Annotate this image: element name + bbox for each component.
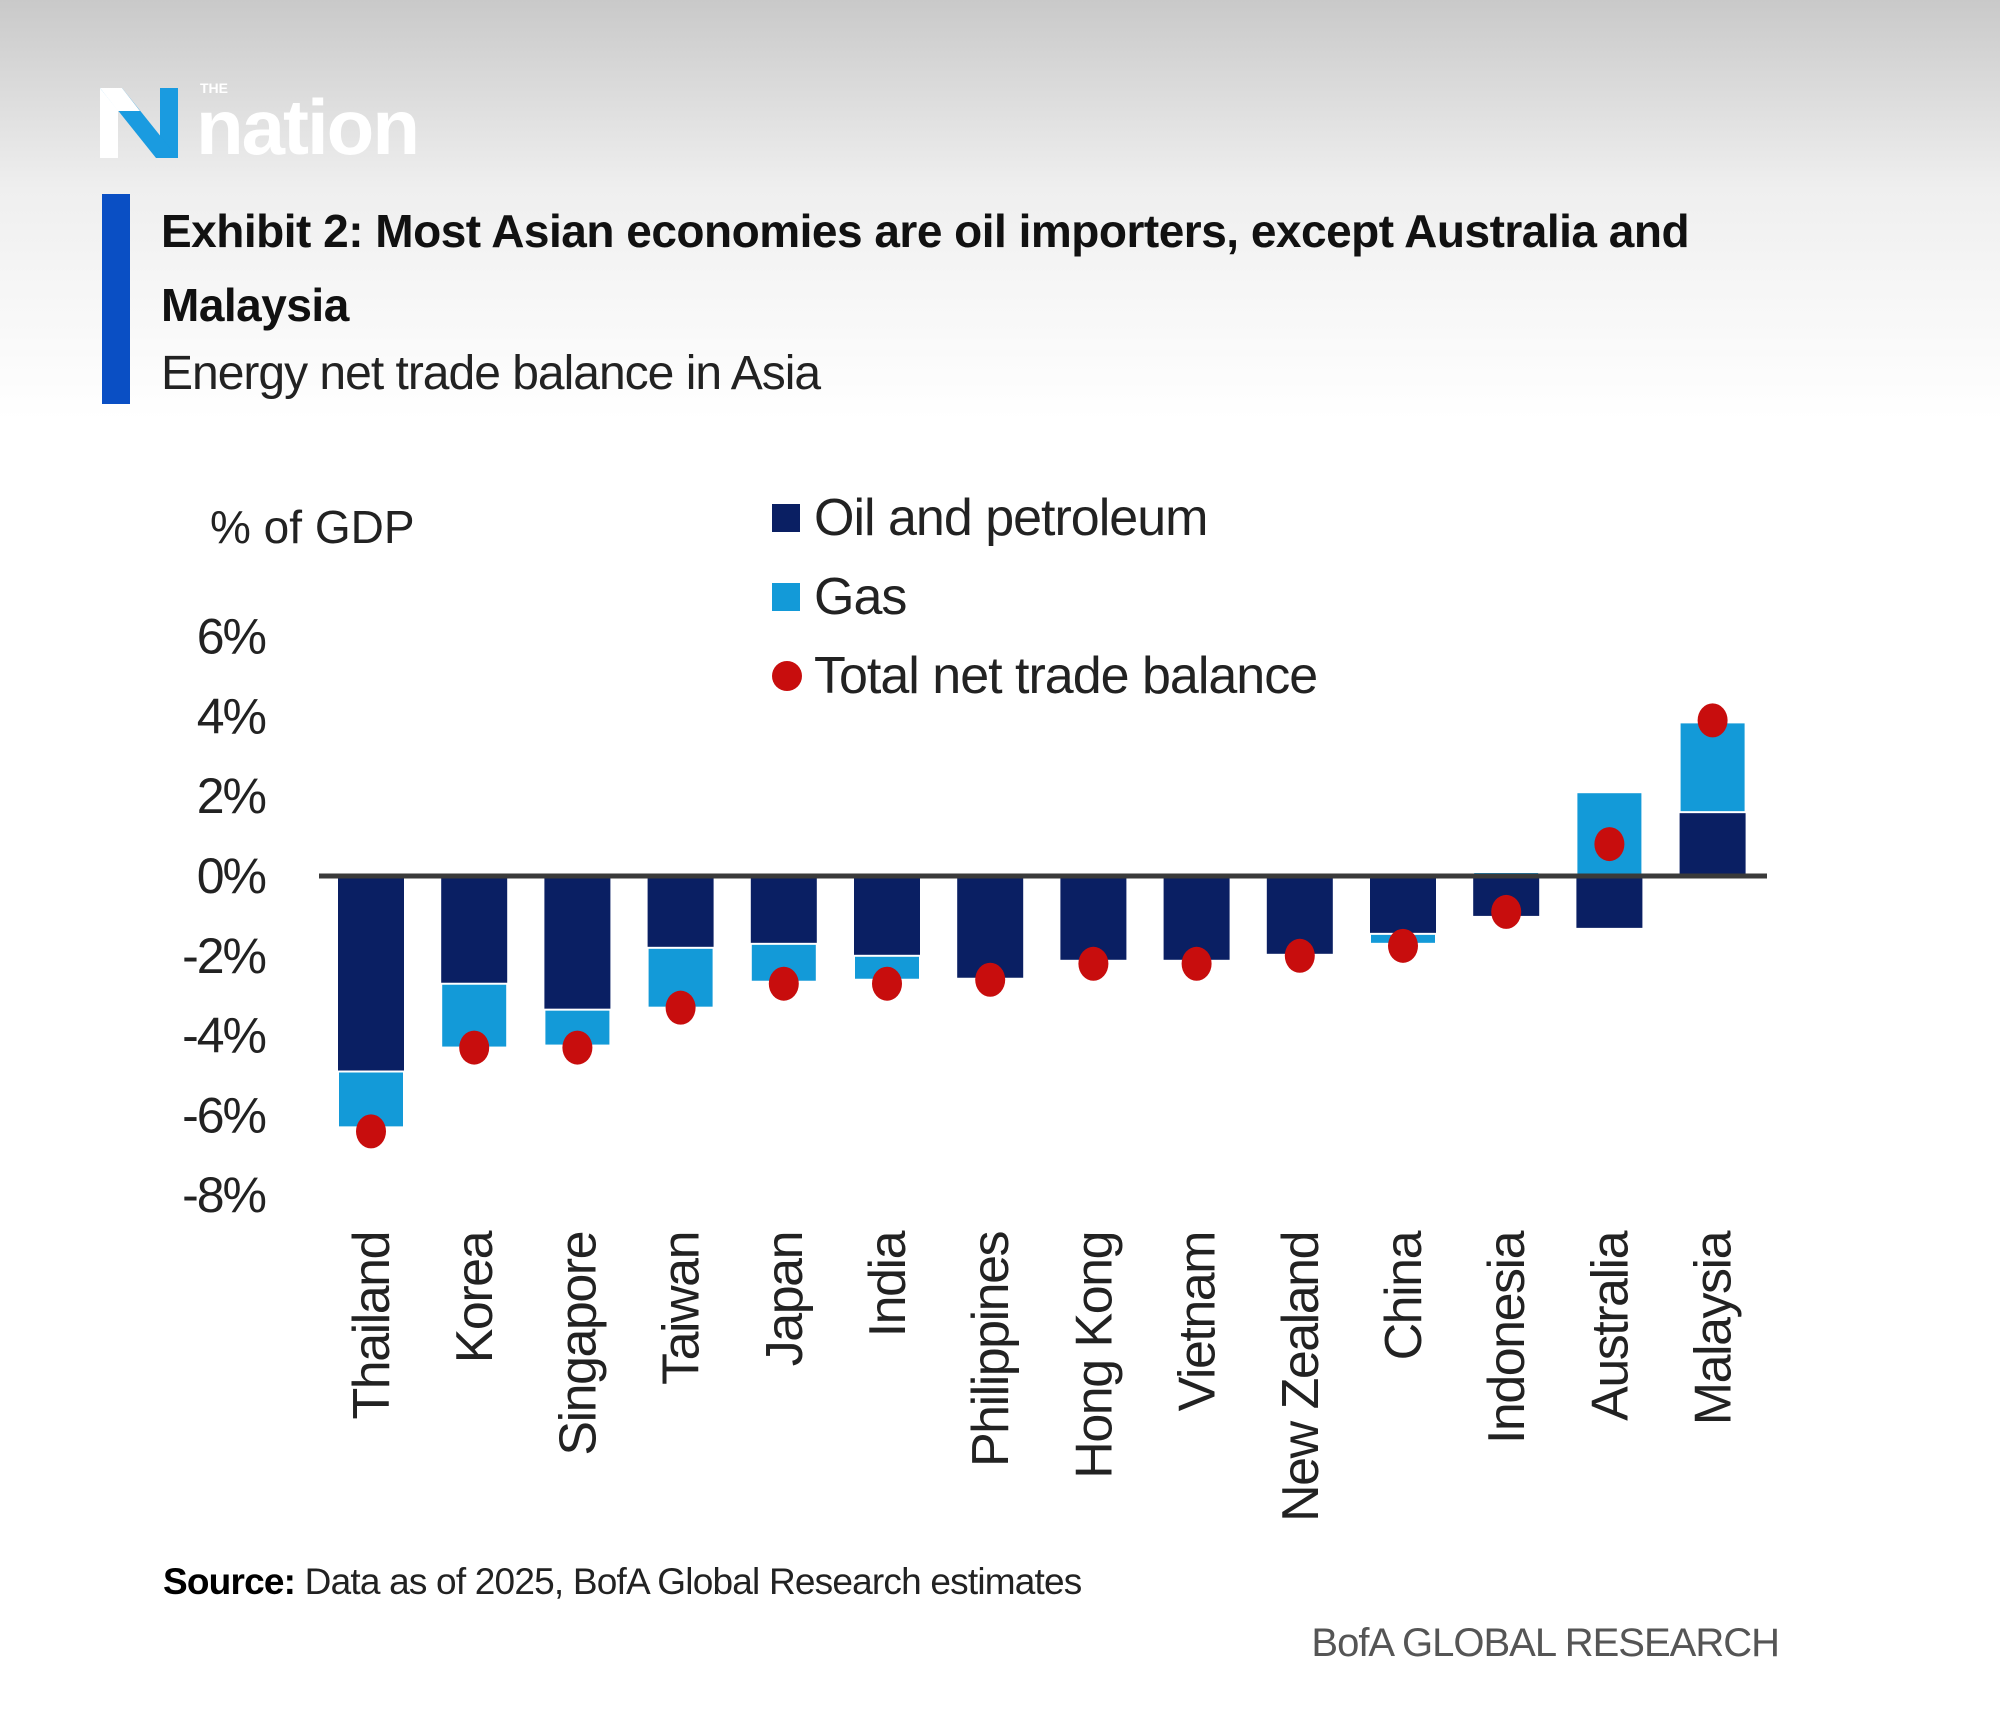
y-tick-label: -6%	[182, 1087, 265, 1143]
y-tick-label: 4%	[197, 688, 266, 744]
legend-swatch-oil	[772, 503, 800, 532]
x-tick-label: Thailand	[343, 1232, 401, 1419]
logo-the-text: THE	[200, 80, 228, 96]
x-tick-label: Korea	[446, 1230, 504, 1363]
source-note: Source: Data as of 2025, BofA Global Res…	[163, 1560, 1082, 1604]
legend-swatch-gas	[772, 582, 800, 611]
x-tick-label: Malaysia	[1685, 1230, 1743, 1425]
y-tick-label: -4%	[182, 1008, 265, 1064]
bar-oil	[750, 876, 817, 944]
total-net-trade-marker	[1388, 928, 1418, 963]
legend: Oil and petroleum Gas Total net trade ba…	[772, 478, 1318, 715]
total-net-trade-marker	[562, 1030, 593, 1065]
y-tick-label: -2%	[182, 928, 265, 984]
total-net-trade-marker	[1181, 946, 1212, 981]
bar-oil	[957, 876, 1024, 978]
x-tick-label: Hong Kong	[1065, 1232, 1123, 1479]
legend-marker-total	[772, 660, 802, 691]
legend-label: Gas	[814, 567, 907, 626]
y-tick-label: 6%	[197, 609, 266, 665]
x-tick-label: Singapore	[549, 1232, 607, 1456]
chart-title: Exhibit 2: Most Asian economies are oil …	[161, 205, 1690, 331]
legend-item-gas: Gas	[772, 557, 1317, 636]
total-net-trade-marker	[872, 966, 902, 1001]
bar-oil	[1060, 876, 1127, 960]
chart-subtitle: Energy net trade balance in Asia	[161, 347, 821, 400]
x-tick-label: India	[859, 1230, 917, 1337]
x-tick-label: China	[1375, 1230, 1433, 1360]
logo-text: THE nation	[196, 80, 420, 171]
x-tick-label: Australia	[1581, 1230, 1639, 1420]
total-net-trade-marker	[665, 990, 696, 1025]
y-tick-label: 2%	[197, 768, 266, 824]
legend-item-oil: Oil and petroleum	[772, 478, 1317, 557]
nation-n-icon	[100, 88, 178, 158]
x-tick-label: Indonesia	[1478, 1230, 1536, 1444]
bar-oil	[1163, 876, 1230, 960]
y-tick-label: 0%	[197, 848, 266, 904]
bar-oil	[1576, 876, 1643, 928]
y-tick-label: -8%	[182, 1167, 265, 1223]
title-text-group: Exhibit 2: Most Asian economies are oil …	[161, 194, 1842, 404]
total-net-trade-marker	[1284, 938, 1315, 973]
total-net-trade-marker	[975, 962, 1006, 997]
y-axis-label: % of GDP	[210, 501, 415, 553]
total-net-trade-marker	[1697, 703, 1728, 738]
source-text: Data as of 2025, BofA Global Research es…	[295, 1561, 1083, 1602]
bar-oil	[1679, 812, 1746, 876]
total-net-trade-marker	[356, 1114, 386, 1149]
bar-oil	[1370, 876, 1436, 934]
total-net-trade-marker	[1594, 827, 1625, 862]
x-tick-label: Vietnam	[1169, 1232, 1227, 1411]
title-accent-bar	[102, 194, 130, 404]
x-tick-label: New Zealand	[1272, 1232, 1330, 1522]
legend-item-total: Total net trade balance	[772, 636, 1318, 715]
logo-word: nation	[196, 83, 420, 171]
header-background	[0, 0, 2000, 420]
bar-oil	[647, 876, 714, 948]
legend-label: Total net trade balance	[814, 646, 1318, 705]
total-net-trade-marker	[1491, 894, 1522, 929]
brand-footer: BofA GLOBAL RESEARCH	[1311, 1621, 1780, 1665]
bar-oil	[441, 876, 508, 984]
the-nation-logo: THE nation	[100, 80, 420, 171]
bar-oil	[338, 876, 404, 1072]
x-tick-label: Taiwan	[653, 1232, 711, 1385]
title-block: Exhibit 2: Most Asian economies are oil …	[102, 194, 1842, 404]
bar-oil	[544, 876, 611, 1010]
x-tick-label: Philippines	[962, 1232, 1020, 1467]
source-label: Source:	[163, 1561, 296, 1602]
total-net-trade-marker	[768, 966, 799, 1001]
legend-label: Oil and petroleum	[814, 488, 1208, 547]
total-net-trade-marker	[459, 1030, 490, 1065]
x-tick-label: Japan	[756, 1232, 814, 1366]
total-net-trade-marker	[1078, 946, 1109, 981]
bar-oil	[854, 876, 920, 956]
